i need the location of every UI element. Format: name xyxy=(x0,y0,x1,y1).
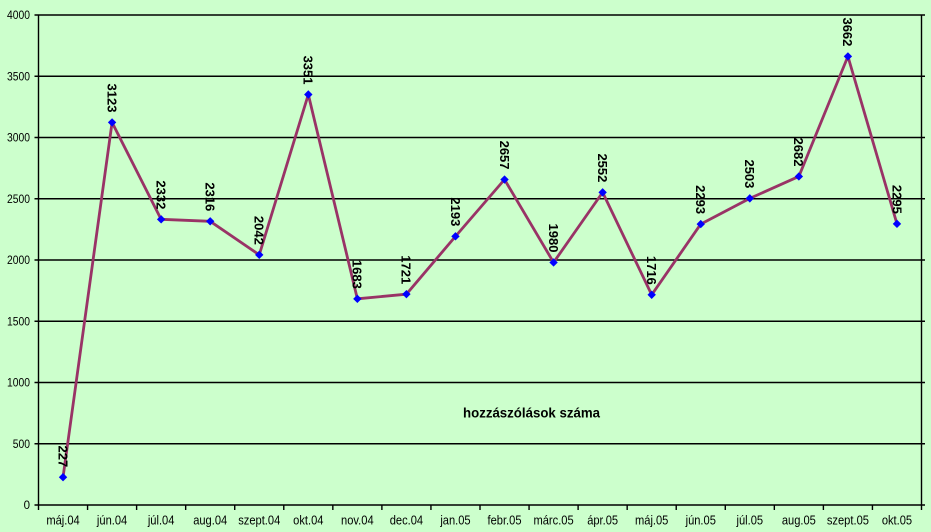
svg-text:júl.05: júl.05 xyxy=(736,514,764,528)
svg-text:márc.05: márc.05 xyxy=(533,514,573,528)
svg-text:1000: 1000 xyxy=(7,378,30,390)
svg-text:500: 500 xyxy=(13,439,30,451)
svg-text:3500: 3500 xyxy=(7,71,30,83)
svg-text:4000: 4000 xyxy=(7,10,30,22)
svg-text:aug.05: aug.05 xyxy=(782,514,816,528)
svg-text:szept.04: szept.04 xyxy=(238,514,280,528)
svg-text:2657: 2657 xyxy=(497,141,512,170)
svg-text:2332: 2332 xyxy=(153,180,168,209)
svg-text:2552: 2552 xyxy=(595,153,610,182)
svg-text:okt.04: okt.04 xyxy=(293,514,323,528)
svg-text:2293: 2293 xyxy=(693,185,708,214)
svg-text:hozzászólások száma: hozzászólások száma xyxy=(463,406,600,421)
svg-text:júl.04: júl.04 xyxy=(147,514,175,528)
svg-text:jún.04: jún.04 xyxy=(96,514,127,528)
svg-text:3351: 3351 xyxy=(301,56,316,85)
svg-text:2000: 2000 xyxy=(7,255,30,267)
svg-text:0: 0 xyxy=(24,500,30,512)
svg-text:2503: 2503 xyxy=(742,159,757,188)
svg-text:1500: 1500 xyxy=(7,316,30,328)
svg-text:febr.05: febr.05 xyxy=(488,514,522,528)
svg-text:3000: 3000 xyxy=(7,133,30,145)
svg-text:2682: 2682 xyxy=(791,138,806,167)
svg-text:1716: 1716 xyxy=(644,256,659,285)
svg-text:jan.05: jan.05 xyxy=(439,514,470,528)
svg-text:2193: 2193 xyxy=(448,197,463,226)
svg-text:dec.04: dec.04 xyxy=(390,514,423,528)
svg-text:2295: 2295 xyxy=(889,185,904,214)
svg-text:2042: 2042 xyxy=(252,216,267,245)
svg-text:jún.05: jún.05 xyxy=(685,514,716,528)
svg-text:3662: 3662 xyxy=(840,17,855,46)
svg-text:okt.05: okt.05 xyxy=(882,514,912,528)
svg-text:szept.05: szept.05 xyxy=(827,514,869,528)
svg-text:nov.04: nov.04 xyxy=(341,514,374,528)
svg-text:máj.04: máj.04 xyxy=(46,514,79,528)
svg-text:aug.04: aug.04 xyxy=(193,514,227,528)
svg-text:máj.05: máj.05 xyxy=(635,514,668,528)
svg-text:2316: 2316 xyxy=(202,182,217,211)
svg-text:1980: 1980 xyxy=(546,224,561,253)
svg-text:2500: 2500 xyxy=(7,194,30,206)
svg-text:ápr.05: ápr.05 xyxy=(587,514,618,528)
svg-text:1721: 1721 xyxy=(399,255,414,284)
svg-text:1683: 1683 xyxy=(350,260,365,289)
svg-text:227: 227 xyxy=(55,445,70,467)
svg-text:3123: 3123 xyxy=(104,84,119,113)
